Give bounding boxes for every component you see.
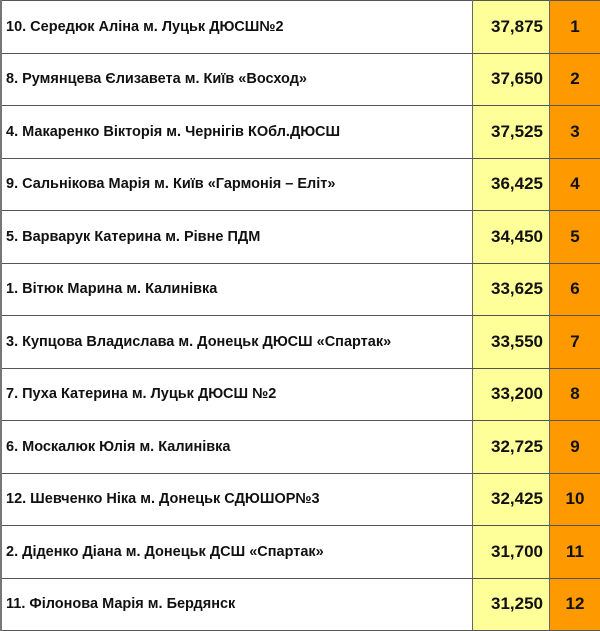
score: 32,725 xyxy=(472,420,550,474)
athlete-name: 9. Сальнікова Марія м. Київ «Гармонія – … xyxy=(0,157,473,211)
athlete-name: 10. Середюк Аліна м. Луцьк ДЮСШ№2 xyxy=(0,0,473,54)
score: 34,450 xyxy=(472,210,550,264)
score: 33,625 xyxy=(472,262,550,316)
score: 37,875 xyxy=(472,0,550,54)
score: 37,650 xyxy=(472,52,550,106)
table-row: 8. Румянцева Єлизавета м. Київ «Восход» 3… xyxy=(0,52,600,106)
athlete-name: 7. Пуха Катерина м. Луцьк ДЮСШ №2 xyxy=(0,367,473,421)
rank: 1 xyxy=(549,0,600,54)
table-row: 6. Москалюк Юлія м. Калинівка 32,725 9 xyxy=(0,420,600,474)
rank: 6 xyxy=(549,262,600,316)
score: 31,700 xyxy=(472,525,550,579)
athlete-name: 6. Москалюк Юлія м. Калинівка xyxy=(0,420,473,474)
score: 37,525 xyxy=(472,105,550,159)
athlete-name: 5. Варварук Катерина м. Рівне ПДМ xyxy=(0,210,473,264)
table-row: 7. Пуха Катерина м. Луцьк ДЮСШ №2 33,200 8 xyxy=(0,367,600,421)
athlete-name: 3. Купцова Владислава м. Донецьк ДЮСШ «С… xyxy=(0,315,473,369)
rank: 7 xyxy=(549,315,600,369)
table-row: 9. Сальнікова Марія м. Київ «Гармонія – … xyxy=(0,157,600,211)
score: 33,550 xyxy=(472,315,550,369)
rank: 4 xyxy=(549,157,600,211)
rank: 3 xyxy=(549,105,600,159)
score: 36,425 xyxy=(472,157,550,211)
table-row: 2. Діденко Діана м. Донецьк ДСШ «Спартак… xyxy=(0,525,600,579)
table-row: 5. Варварук Катерина м. Рівне ПДМ 34,450 5 xyxy=(0,210,600,264)
score: 31,250 xyxy=(472,577,550,631)
rank: 9 xyxy=(549,420,600,474)
athlete-name: 11. Філонова Марія м. Бердянск xyxy=(0,577,473,631)
athlete-name: 8. Румянцева Єлизавета м. Київ «Восход» xyxy=(0,52,473,106)
score: 32,425 xyxy=(472,472,550,526)
athlete-name: 1. Вітюк Марина м. Калинівка xyxy=(0,262,473,316)
score: 33,200 xyxy=(472,367,550,421)
rank: 11 xyxy=(549,525,600,579)
rank: 10 xyxy=(549,472,600,526)
rank: 12 xyxy=(549,577,600,631)
athlete-name: 12. Шевченко Ніка м. Донецьк СДЮШОР№3 xyxy=(0,472,473,526)
table-row: 4. Макаренко Вікторія м. Чернігів КОбл.Д… xyxy=(0,105,600,159)
table-row: 1. Вітюк Марина м. Калинівка 33,625 6 xyxy=(0,262,600,316)
table-row: 12. Шевченко Ніка м. Донецьк СДЮШОР№3 32,… xyxy=(0,472,600,526)
athlete-name: 4. Макаренко Вікторія м. Чернігів КОбл.Д… xyxy=(0,105,473,159)
table-row: 11. Філонова Марія м. Бердянск 31,250 12 xyxy=(0,577,600,631)
table-row: 10. Середюк Аліна м. Луцьк ДЮСШ№2 37,875 1 xyxy=(0,0,600,54)
athlete-name: 2. Діденко Діана м. Донецьк ДСШ «Спартак… xyxy=(0,525,473,579)
rank: 2 xyxy=(549,52,600,106)
rank: 5 xyxy=(549,210,600,264)
rank: 8 xyxy=(549,367,600,421)
table-row: 3. Купцова Владислава м. Донецьк ДЮСШ «С… xyxy=(0,315,600,369)
